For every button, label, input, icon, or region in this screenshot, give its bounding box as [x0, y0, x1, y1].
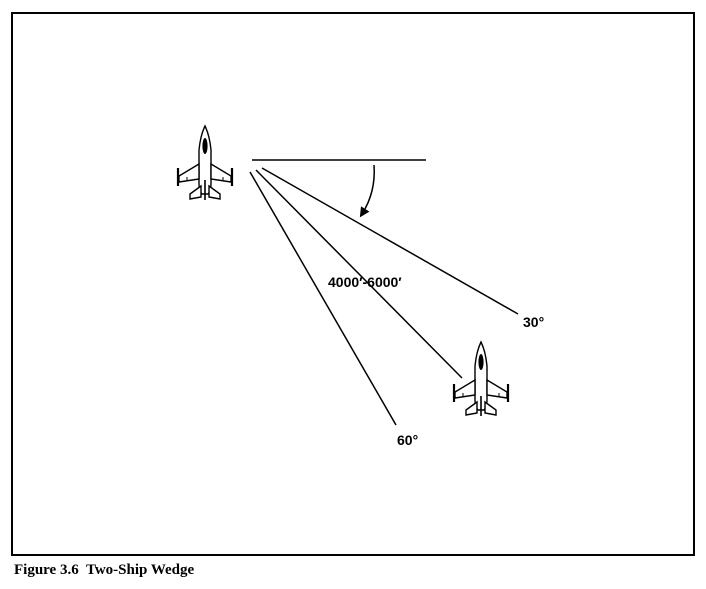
distance-line	[255, 169, 463, 379]
angle-arrow	[359, 164, 375, 218]
angle-30-label: 30°	[523, 314, 544, 330]
angle-60-label: 60°	[397, 432, 418, 448]
figure-caption: Figure 3.6 Two-Ship Wedge	[14, 562, 195, 578]
lead-aircraft-icon	[176, 124, 234, 202]
distance-label: 4000′-6000′	[328, 274, 402, 290]
sixty-degree-line	[249, 171, 397, 426]
thirty-degree-line	[261, 167, 519, 315]
figure-frame	[11, 12, 695, 556]
wingman-aircraft-icon	[452, 340, 510, 418]
